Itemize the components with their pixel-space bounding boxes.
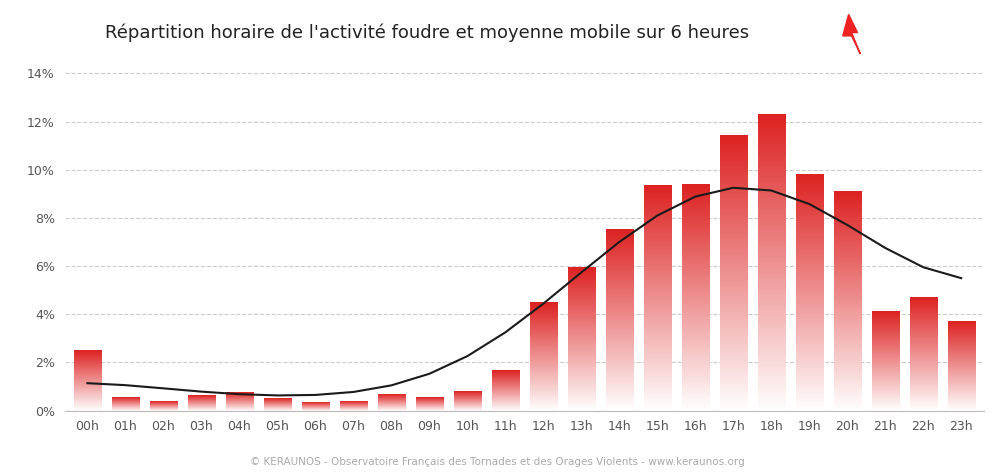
Text: KERAUNOS: KERAUNOS xyxy=(871,27,962,42)
Text: © KERAUNOS - Observatoire Français des Tornades et des Orages Violents - www.ker: © KERAUNOS - Observatoire Français des T… xyxy=(249,457,745,467)
Polygon shape xyxy=(843,15,861,54)
Text: Répartition horaire de l'activité foudre et moyenne mobile sur 6 heures: Répartition horaire de l'activité foudre… xyxy=(105,24,749,42)
